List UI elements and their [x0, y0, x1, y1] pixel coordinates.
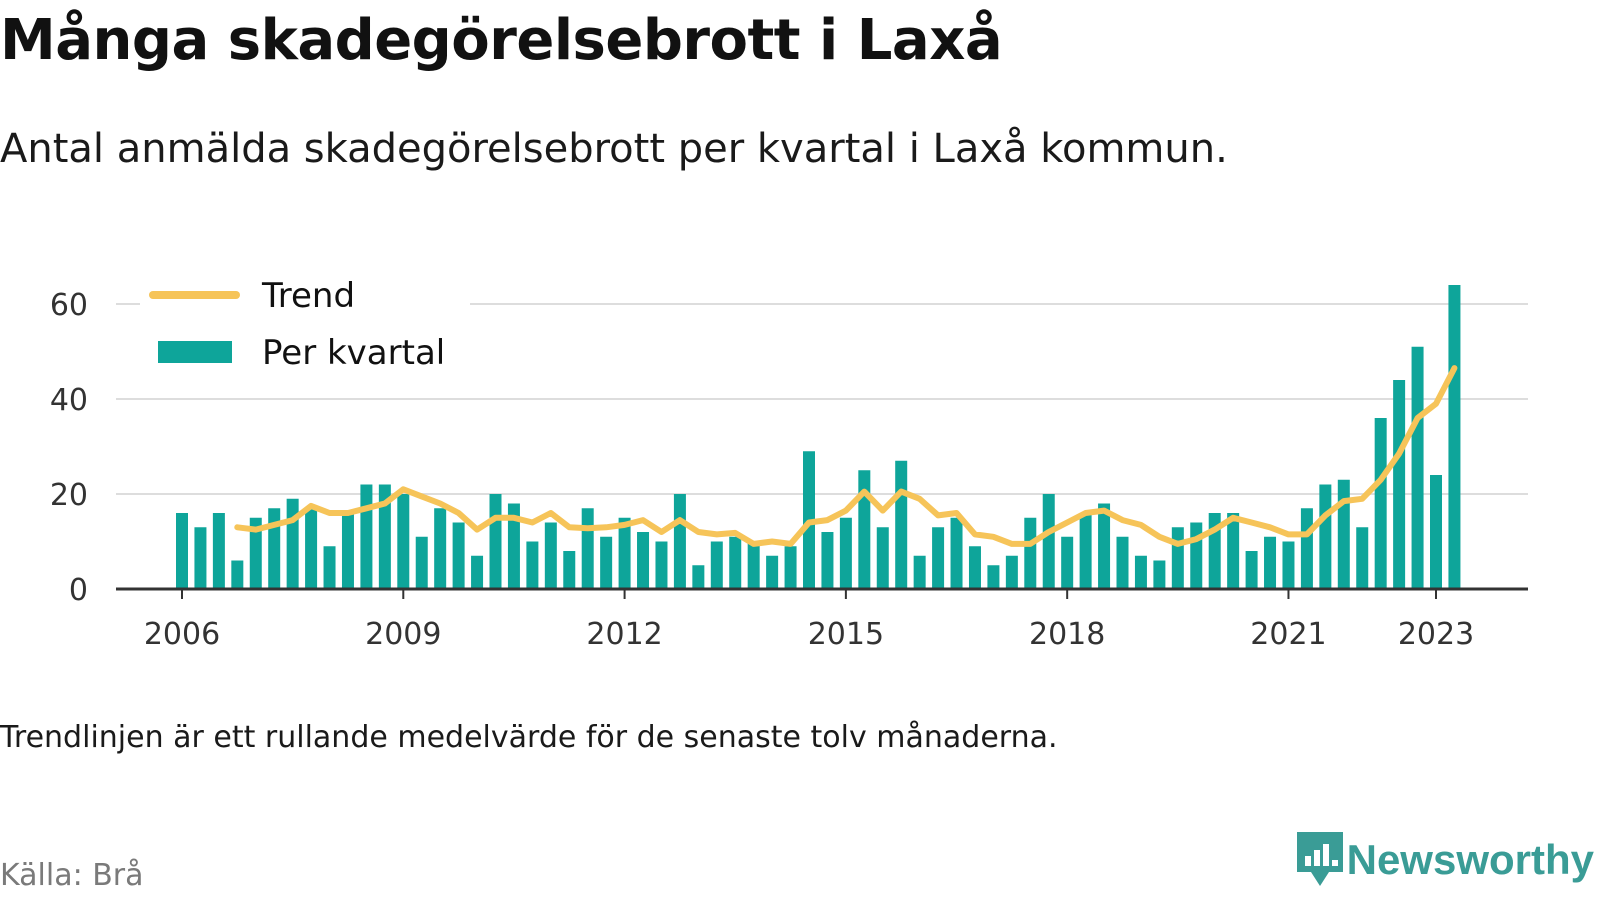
- bar: [932, 527, 945, 589]
- legend-label-trend: Trend: [261, 276, 355, 316]
- bar: [563, 551, 576, 589]
- legend-per-kvartal-swatch: [158, 341, 232, 363]
- bar: [434, 508, 447, 589]
- bar: [1319, 484, 1332, 589]
- bar: [194, 527, 207, 589]
- bar: [1042, 494, 1055, 589]
- bar: [526, 541, 539, 589]
- bar: [1430, 475, 1442, 589]
- bar: [286, 498, 299, 589]
- bar: [305, 508, 318, 589]
- bar: [968, 546, 981, 589]
- bar: [673, 494, 686, 589]
- legend: Trend Per kvartal: [140, 268, 470, 378]
- bar: [415, 536, 428, 589]
- bar: [544, 522, 557, 589]
- x-axis-ticks: 2006 2009 2012 2015 2018 2021 2023: [144, 589, 1474, 652]
- bar: [452, 522, 465, 589]
- bar: [766, 555, 779, 589]
- bar: [581, 508, 594, 589]
- bar: [1005, 555, 1018, 589]
- trend-line: [234, 365, 1458, 547]
- bar: [231, 560, 244, 589]
- bar: [1134, 555, 1147, 589]
- x-tick-label: 2012: [586, 617, 662, 652]
- footnote: Trendlinjen är ett rullande medelvärde f…: [0, 720, 1058, 755]
- chart-area: 0 20 40 60 2006 2009 2012 2015 2018 2021 2023 Tre…: [50, 268, 1528, 652]
- bar: [655, 541, 668, 589]
- bar: [1079, 513, 1092, 589]
- bar: [1227, 513, 1240, 589]
- y-tick-label: 0: [69, 573, 88, 608]
- bar: [1356, 527, 1369, 589]
- bar: [397, 494, 410, 589]
- bar: [1245, 551, 1258, 589]
- x-tick-label: 2015: [808, 617, 884, 652]
- bar: [1393, 380, 1406, 589]
- bar: [895, 460, 908, 589]
- bar: [858, 470, 871, 589]
- bar: [618, 517, 631, 589]
- bar: [1153, 560, 1166, 589]
- bars-per-kvartal: [176, 285, 1461, 589]
- x-tick-label: 2021: [1250, 617, 1326, 652]
- source-credit: Källa: Brå: [0, 858, 144, 893]
- bar: [1171, 527, 1184, 589]
- newsworthy-logo-icon: [1296, 832, 1343, 886]
- bar: [784, 546, 797, 589]
- bar: [600, 536, 613, 589]
- x-tick-label: 2018: [1029, 617, 1105, 652]
- bar: [1374, 418, 1387, 589]
- bar: [729, 536, 742, 589]
- bar: [471, 555, 484, 589]
- bar: [821, 532, 834, 589]
- bar: [747, 541, 760, 589]
- trend-line-layer: [234, 365, 1458, 547]
- bar: [249, 517, 262, 589]
- bar: [637, 532, 650, 589]
- bar: [1116, 536, 1129, 589]
- y-tick-label: 20: [50, 478, 88, 513]
- bar: [876, 527, 889, 589]
- brand-name: Newsworthy: [1346, 836, 1594, 883]
- bar: [950, 517, 963, 589]
- y-tick-label: 40: [50, 383, 88, 418]
- bar: [692, 565, 705, 589]
- bar: [268, 508, 281, 589]
- x-tick-label: 2006: [144, 617, 220, 652]
- x-tick-label: 2009: [365, 617, 441, 652]
- y-tick-label: 60: [50, 288, 88, 323]
- chart-subtitle: Antal anmälda skadegörelsebrott per kvar…: [0, 126, 1228, 172]
- bar: [341, 513, 354, 589]
- bar: [1264, 536, 1277, 589]
- bar: [1061, 536, 1074, 589]
- y-axis-ticks: 0 20 40 60: [50, 288, 88, 608]
- bar: [1411, 346, 1424, 589]
- bar: [323, 546, 336, 589]
- bar: [489, 494, 502, 589]
- bar: [1024, 517, 1037, 589]
- bar: [176, 513, 188, 589]
- bar: [839, 517, 852, 589]
- bar: [1282, 541, 1295, 589]
- brand: Newsworthy: [1293, 830, 1594, 890]
- bar: [1300, 508, 1313, 589]
- bar: [1098, 503, 1111, 589]
- bar: [987, 565, 1000, 589]
- legend-label-per-kvartal: Per kvartal: [262, 333, 445, 373]
- bar: [507, 503, 520, 589]
- x-tick-label: 2023: [1398, 617, 1474, 652]
- bar: [360, 484, 373, 589]
- bar: [1190, 522, 1203, 589]
- bar: [1337, 479, 1350, 589]
- bar: [378, 484, 391, 589]
- chart-title: Många skadegörelsebrott i Laxå: [0, 8, 1003, 73]
- bar: [212, 513, 225, 589]
- bar: [913, 555, 926, 589]
- bar: [1448, 285, 1461, 589]
- bar: [710, 541, 723, 589]
